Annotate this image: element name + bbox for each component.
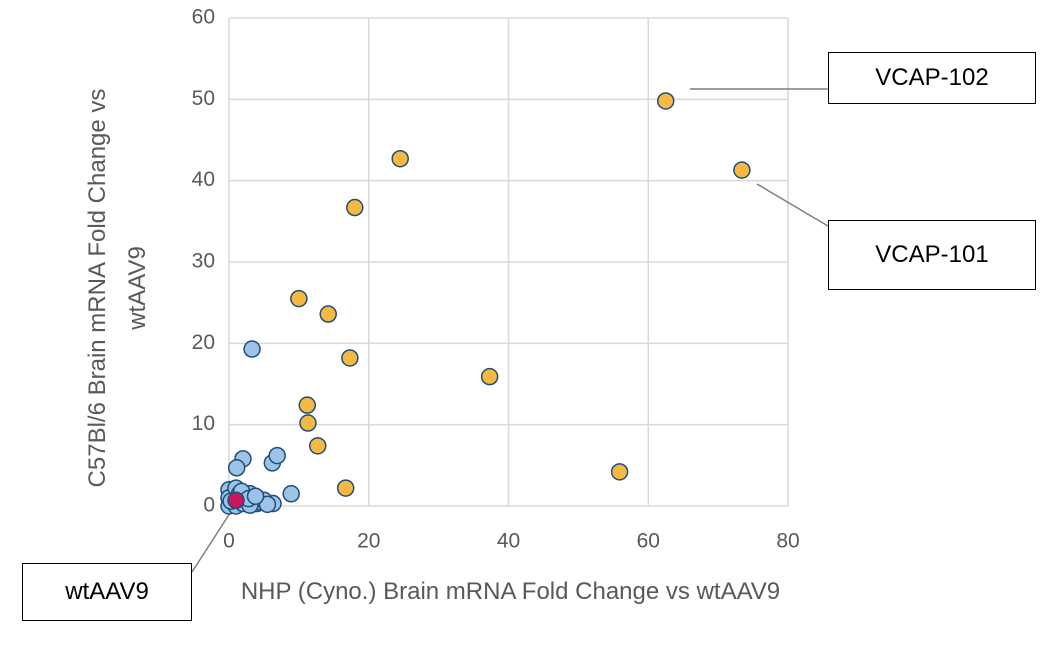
point bbox=[480, 367, 499, 386]
point bbox=[268, 446, 286, 465]
y-tick-label: 20 bbox=[192, 331, 215, 354]
y-tick-label: 60 bbox=[192, 6, 215, 29]
x-tick-label: 0 bbox=[223, 530, 235, 553]
point bbox=[282, 485, 300, 503]
point bbox=[258, 495, 277, 514]
point bbox=[243, 340, 261, 358]
point bbox=[341, 349, 359, 367]
y-axis-label: C57Bl/6 Brain mRNA Fold Change vs wtAAV9 bbox=[84, 88, 151, 488]
leader-line bbox=[191, 509, 233, 573]
point bbox=[227, 491, 245, 510]
point bbox=[346, 198, 364, 217]
x-tick-label: 20 bbox=[357, 530, 380, 553]
point bbox=[733, 161, 751, 179]
y-tick-label: 0 bbox=[203, 494, 215, 517]
annotation: wtAAV9 bbox=[22, 563, 192, 621]
point bbox=[336, 479, 355, 497]
points bbox=[220, 92, 751, 515]
annotation: VCAP-101 bbox=[828, 220, 1036, 290]
point bbox=[290, 289, 308, 308]
leader-line bbox=[756, 183, 829, 227]
point bbox=[299, 414, 317, 432]
grid: 0 10 20 30 40 50 60 0 20 40 60 80 bbox=[192, 6, 800, 553]
y-tick-label: 40 bbox=[192, 168, 215, 191]
x-tick-label: 40 bbox=[497, 530, 520, 553]
y-tick-label: 30 bbox=[192, 250, 215, 273]
point bbox=[246, 487, 265, 505]
point bbox=[610, 463, 629, 481]
x-axis-label: NHP (Cyno.) Brain mRNA Fold Change vs wt… bbox=[240, 578, 781, 605]
x-tick-label: 80 bbox=[776, 530, 799, 553]
point bbox=[391, 149, 409, 168]
point bbox=[319, 305, 337, 323]
point bbox=[656, 92, 675, 110]
point bbox=[227, 459, 246, 477]
y-tick-label: 10 bbox=[192, 412, 215, 435]
annotation: VCAP-102 bbox=[828, 52, 1036, 104]
x-tick-label: 60 bbox=[637, 530, 660, 553]
y-tick-label: 50 bbox=[192, 87, 215, 110]
point bbox=[308, 437, 327, 455]
point bbox=[298, 396, 317, 414]
